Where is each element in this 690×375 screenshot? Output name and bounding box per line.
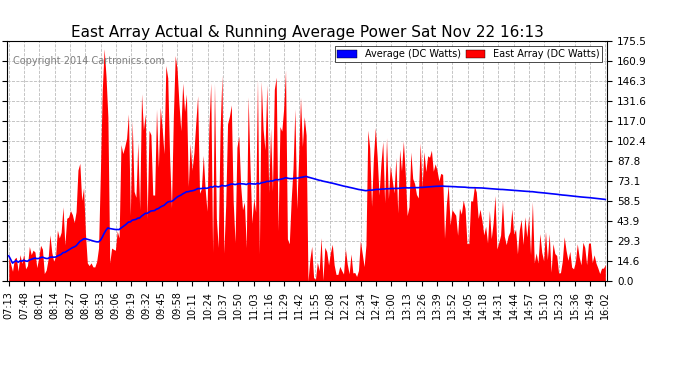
Legend: Average (DC Watts), East Array (DC Watts): Average (DC Watts), East Array (DC Watts… [335,46,602,62]
Title: East Array Actual & Running Average Power Sat Nov 22 16:13: East Array Actual & Running Average Powe… [70,25,544,40]
Text: Copyright 2014 Cartronics.com: Copyright 2014 Cartronics.com [13,56,165,66]
